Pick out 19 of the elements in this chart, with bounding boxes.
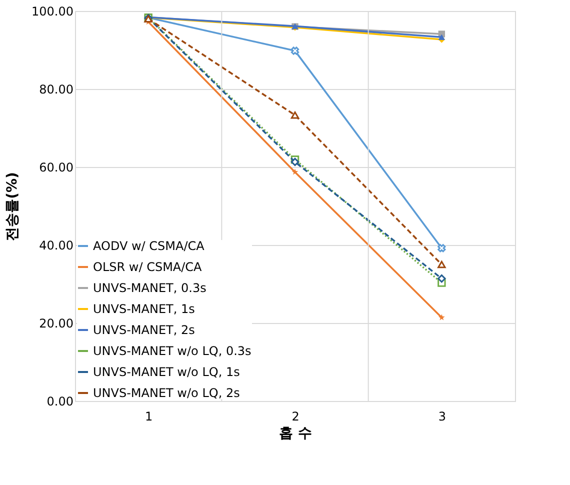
legend-label: AODV w/ CSMA/CA <box>93 239 206 253</box>
legend-label: UNVS-MANET w/o LQ, 0.3s <box>93 344 252 358</box>
y-tick-label: 100.00 <box>32 4 74 18</box>
legend-label: OLSR w/ CSMA/CA <box>93 260 203 274</box>
x-tick-label: 1 <box>145 410 153 424</box>
y-tick-label: 80.00 <box>39 82 74 96</box>
y-tick-label: 20.00 <box>39 316 74 330</box>
legend-label: UNVS-MANET, 1s <box>93 302 195 316</box>
y-tick-label: 60.00 <box>39 160 74 174</box>
x-axis-title: 홉 수 <box>279 426 312 442</box>
y-tick-label: 40.00 <box>39 238 74 252</box>
legend-label: UNVS-MANET w/o LQ, 1s <box>93 365 240 379</box>
y-tick-label: 0.00 <box>46 394 74 408</box>
legend-label: UNVS-MANET w/o LQ, 2s <box>93 386 240 400</box>
legend-label: UNVS-MANET, 0.3s <box>93 281 206 295</box>
x-tick-label: 2 <box>292 410 300 424</box>
legend-label: UNVS-MANET, 2s <box>93 323 195 337</box>
x-tick-label: 3 <box>438 410 446 424</box>
y-axis-title: 전송률(%) <box>4 172 21 241</box>
